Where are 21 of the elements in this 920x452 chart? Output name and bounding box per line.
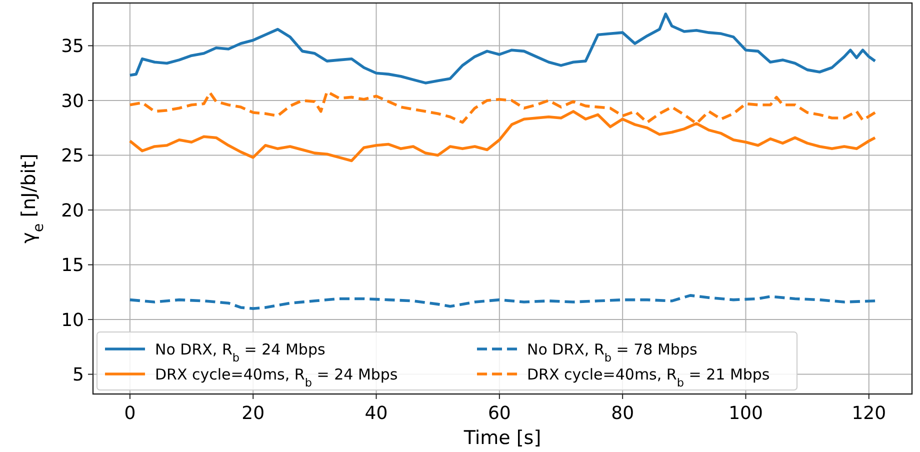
y-tick-label: 35 [61,36,84,58]
y-tick-label: 25 [61,146,84,167]
x-tick-label: 0 [124,403,136,424]
legend-label: No DRX, R$_{b}$ = 78 Mbps [527,340,698,364]
legend-label: DRX cycle=40ms, R$_{b}$ = 21 Mbps [527,365,770,389]
x-tick-label: 100 [728,403,763,424]
line-series [128,12,876,84]
y-tick-label: 20 [61,200,84,222]
x-tick-label: 20 [242,403,265,424]
y-tick-label: 15 [61,255,84,276]
legend-label: No DRX, R$_{b}$ = 24 Mbps [155,340,326,364]
y-tick-label: 10 [61,310,84,331]
x-tick-label: 40 [364,403,388,424]
legend-label: DRX cycle=40ms, R$_{b}$ = 24 Mbps [155,365,398,389]
x-tick-label: 60 [488,403,511,424]
x-axis-title: Time [s] [462,427,542,449]
line-series [128,294,876,310]
x-tick-label: 120 [852,403,886,424]
y-tick-label: 5 [72,364,84,386]
y-tick-label: 30 [61,90,84,112]
x-tick-label: 80 [611,403,634,424]
